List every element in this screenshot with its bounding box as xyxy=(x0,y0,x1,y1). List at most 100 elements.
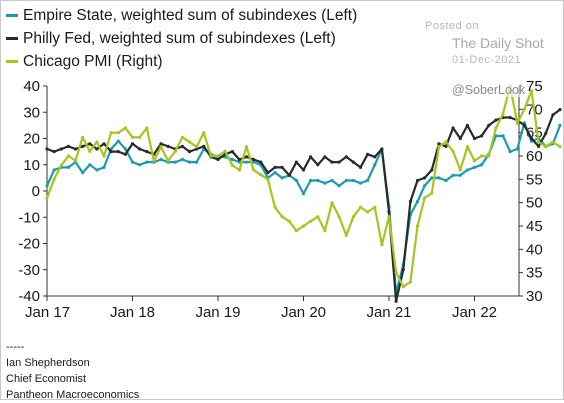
data-point-chicago xyxy=(237,168,241,172)
data-point-empire xyxy=(159,157,163,162)
data-point-philly xyxy=(216,157,220,162)
data-point-chicago xyxy=(501,112,505,116)
data-point-empire xyxy=(373,163,377,167)
data-point-philly xyxy=(88,142,92,146)
data-point-philly xyxy=(337,160,341,164)
data-point-philly xyxy=(252,157,256,162)
data-point-philly xyxy=(116,150,120,154)
legend-swatch-empire xyxy=(6,14,18,17)
data-point-philly xyxy=(316,163,320,167)
data-point-chicago xyxy=(109,131,113,135)
data-point-chicago xyxy=(273,205,277,209)
chart-series-lines xyxy=(45,84,562,303)
data-point-chicago xyxy=(223,149,227,153)
data-point-chicago xyxy=(380,243,384,247)
data-point-philly xyxy=(537,144,541,148)
data-point-chicago xyxy=(73,159,78,163)
data-point-chicago xyxy=(344,233,348,237)
data-point-philly xyxy=(487,123,491,127)
data-point-philly xyxy=(202,144,206,148)
data-point-empire xyxy=(88,163,92,167)
watermark-handle: @SoberLook xyxy=(452,83,526,97)
footer-org: Pantheon Macroeconomics xyxy=(6,389,140,401)
data-point-empire xyxy=(123,147,127,151)
data-point-chicago xyxy=(123,126,127,130)
data-point-philly xyxy=(130,142,135,146)
data-point-chicago xyxy=(351,215,355,219)
data-point-philly xyxy=(415,178,420,183)
x-tick-label: Jan 21 xyxy=(366,304,411,321)
data-point-philly xyxy=(301,168,306,172)
data-point-empire xyxy=(480,163,484,167)
data-point-philly xyxy=(237,157,241,162)
data-point-philly xyxy=(480,134,484,138)
left-tick-label: 0 xyxy=(32,183,40,200)
data-point-chicago xyxy=(415,224,420,228)
data-point-chicago xyxy=(544,145,548,149)
data-point-philly xyxy=(309,155,313,159)
left-tick-label: -10 xyxy=(18,209,40,226)
data-point-philly xyxy=(273,165,277,169)
data-point-chicago xyxy=(216,154,220,158)
data-point-chicago xyxy=(180,135,184,139)
data-point-empire xyxy=(330,178,334,183)
legend-label-chicago: Chicago PMI (Right) xyxy=(23,53,163,70)
data-point-empire xyxy=(458,173,462,177)
data-point-empire xyxy=(45,184,49,188)
right-tick-label: 50 xyxy=(526,195,543,212)
legend-swatch-philly xyxy=(6,37,18,40)
data-point-philly xyxy=(380,147,384,151)
right-tick-label: 55 xyxy=(526,171,543,188)
data-point-chicago xyxy=(88,149,92,153)
data-point-chicago xyxy=(173,149,177,153)
data-point-philly xyxy=(259,160,263,164)
data-point-philly xyxy=(366,152,370,156)
data-point-philly xyxy=(66,144,70,148)
legend-item-chicago: Chicago PMI (Right) xyxy=(6,50,357,73)
data-point-philly xyxy=(508,115,512,120)
data-point-philly xyxy=(266,171,270,175)
data-point-philly xyxy=(387,210,391,214)
data-point-chicago xyxy=(465,145,469,149)
data-point-philly xyxy=(52,150,56,154)
data-point-chicago xyxy=(551,140,555,144)
data-point-chicago xyxy=(195,145,199,149)
data-point-philly xyxy=(109,150,113,154)
data-point-empire xyxy=(173,160,177,164)
right-tick-label: 60 xyxy=(526,148,543,165)
data-point-chicago xyxy=(102,154,106,158)
footer-title: Chief Economist xyxy=(6,373,87,385)
x-tick-label: Jan 19 xyxy=(195,304,240,321)
data-point-chicago xyxy=(138,135,142,139)
data-point-philly xyxy=(430,168,434,172)
data-point-empire xyxy=(323,181,327,185)
data-point-chicago xyxy=(330,201,334,205)
data-point-philly xyxy=(45,147,49,151)
data-point-empire xyxy=(66,165,70,169)
x-tick-label: Jan 17 xyxy=(25,304,70,321)
data-point-empire xyxy=(81,171,85,175)
data-point-philly xyxy=(451,126,455,130)
footer-dashes: ----- xyxy=(6,341,25,353)
data-point-chicago xyxy=(259,173,263,177)
data-point-philly xyxy=(472,136,477,141)
series-line-philly xyxy=(45,108,562,303)
data-point-empire xyxy=(472,165,477,169)
data-point-philly xyxy=(123,152,127,156)
data-point-empire xyxy=(501,134,505,138)
data-point-chicago xyxy=(301,224,306,228)
data-point-chicago xyxy=(187,140,192,144)
data-point-chicago xyxy=(52,177,56,181)
data-point-philly xyxy=(180,144,184,148)
chart-legend: Empire State, weighted sum of subindexes… xyxy=(6,4,357,73)
data-point-empire xyxy=(180,157,184,162)
data-point-chicago xyxy=(81,135,85,139)
data-point-empire xyxy=(508,150,512,154)
data-point-empire xyxy=(195,160,199,164)
data-point-philly xyxy=(544,131,548,135)
data-point-philly xyxy=(187,150,192,154)
data-point-chicago xyxy=(266,177,270,181)
data-point-empire xyxy=(301,192,306,196)
data-point-empire xyxy=(358,181,363,185)
